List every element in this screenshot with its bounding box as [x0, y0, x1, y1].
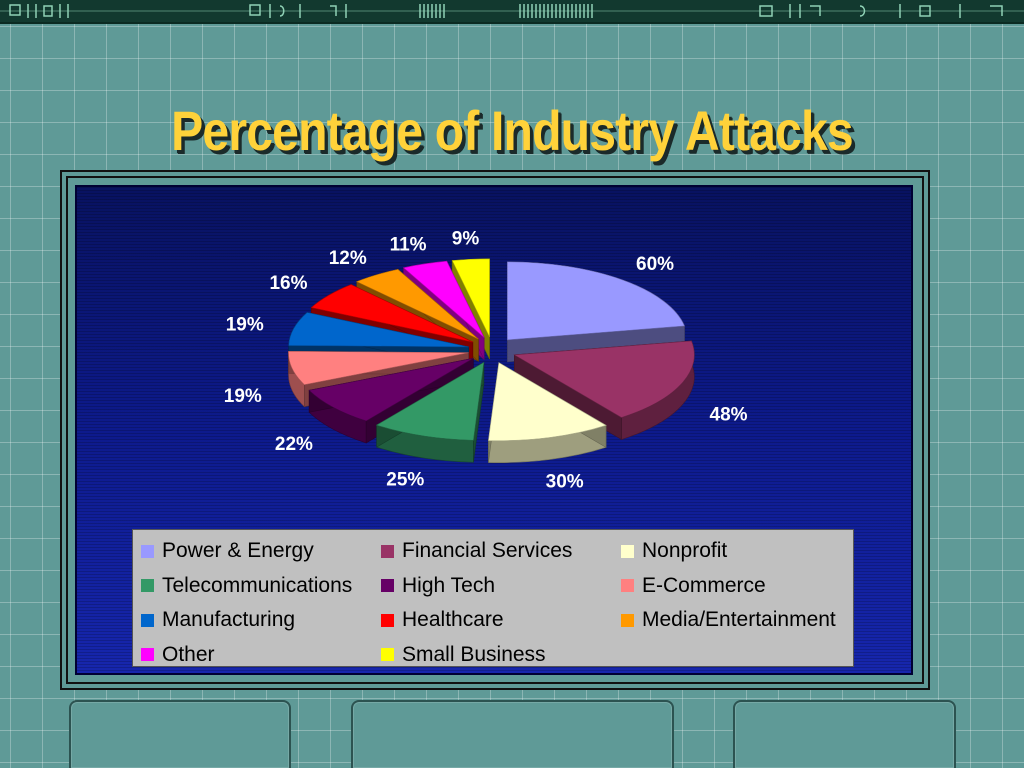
footer-box-right	[733, 700, 956, 768]
legend-item: High Tech	[381, 574, 621, 598]
legend-label: Healthcare	[402, 608, 504, 632]
legend-label: Manufacturing	[162, 608, 296, 632]
legend-swatch	[381, 544, 394, 558]
pie-slice	[308, 357, 474, 422]
pie-slice	[375, 361, 485, 441]
circuit-pattern	[0, 4, 1024, 18]
legend-swatch	[381, 613, 394, 627]
pie-slice	[356, 269, 479, 340]
legend-label: Other	[162, 642, 215, 666]
legend-item: Nonprofit	[621, 539, 857, 563]
pie-data-label: 22%	[275, 434, 313, 455]
legend-item: Financial Services	[381, 539, 621, 563]
legend-item: Other	[141, 643, 381, 667]
legend-swatch	[141, 544, 154, 558]
legend-swatch	[381, 648, 394, 662]
legend-label: E-Commerce	[642, 573, 766, 597]
pie-slice-tops	[288, 258, 695, 441]
legend-swatch	[621, 613, 634, 627]
pie-data-labels: 60%48%30%25%22%19%19%16%12%11% 9%	[224, 229, 748, 493]
pie-data-label: 19%	[226, 314, 264, 335]
pie-data-label: 16%	[269, 273, 307, 294]
legend-swatch	[621, 579, 634, 593]
pie-data-label: 48%	[710, 405, 748, 426]
pie-data-label: 9%	[452, 229, 480, 250]
legend-swatch	[621, 544, 634, 558]
pie-slice	[513, 340, 695, 418]
pie-slice	[451, 258, 490, 338]
legend-item: Telecommunications	[141, 574, 381, 598]
legend-item: Small Business	[381, 643, 621, 667]
decorative-top-strip	[0, 0, 1024, 24]
pie-slice	[288, 351, 469, 386]
legend-label: Media/Entertainment	[642, 608, 836, 632]
pie-slice	[507, 261, 685, 341]
footer-box-left	[69, 700, 291, 768]
pie-slice	[288, 312, 469, 348]
chart-frame-inner-border	[66, 176, 924, 684]
legend-swatch	[141, 613, 154, 627]
legend-label: Telecommunications	[162, 573, 353, 597]
legend-swatch	[141, 579, 154, 593]
pie-slice	[488, 362, 607, 441]
pie-slice	[402, 260, 485, 338]
legend-label: High Tech	[402, 573, 496, 597]
pie-data-label: 19%	[224, 386, 262, 407]
footer-box-center	[351, 700, 674, 768]
slide-title: Percentage of Industry Attacks	[171, 99, 854, 162]
chart-legend: Power & Energy Financial Services Nonprofi…	[132, 529, 854, 667]
legend-item: Power & Energy	[141, 539, 381, 563]
legend-item: Healthcare	[381, 608, 621, 632]
pie-data-label: 12%	[329, 248, 367, 269]
legend-item: Media/Entertainment	[621, 608, 857, 632]
pie-data-label: 25%	[386, 469, 424, 490]
pie-data-label: 60%	[636, 254, 674, 275]
legend-label: Nonprofit	[642, 539, 728, 563]
pie-data-label: 30%	[546, 471, 584, 492]
legend-swatch	[381, 579, 394, 593]
legend-item: E-Commerce	[621, 574, 857, 598]
pie-slice	[310, 284, 473, 343]
legend-label: Financial Services	[402, 539, 573, 563]
legend-label: Small Business	[402, 642, 546, 666]
pie-data-label: 11%	[390, 234, 427, 255]
legend-item: Manufacturing	[141, 608, 381, 632]
legend-grid: Power & Energy Financial Services Nonprofi…	[141, 534, 853, 672]
legend-label: Power & Energy	[162, 539, 314, 563]
legend-swatch	[141, 648, 154, 662]
